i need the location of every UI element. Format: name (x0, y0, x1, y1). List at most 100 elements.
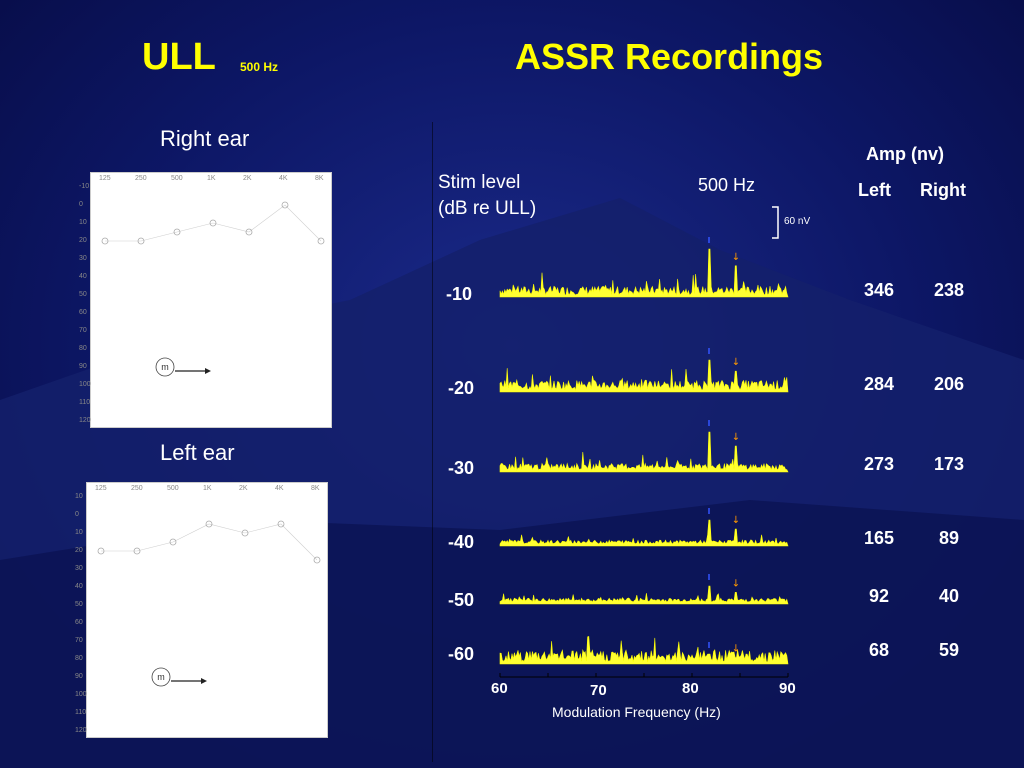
amp-right-value: 59 (938, 640, 960, 660)
stim-level-header: Stim level (dB re ULL) (438, 170, 536, 222)
right-ear-label: Right ear (160, 126, 250, 151)
right-ear-db-label: -10 (79, 183, 90, 190)
stim-level-label: -10 (446, 284, 473, 304)
x-tick-label: 70 (590, 682, 607, 699)
ull-title: ULL (142, 36, 216, 78)
stim-level-label: -20 (448, 378, 475, 398)
right-ear-db-label: 50 (79, 291, 87, 298)
left-ear-db-label: 80 (75, 655, 83, 662)
right-ear-db-label: 10 (79, 219, 87, 226)
right-ear-ull-marker-text: m (161, 362, 169, 372)
left-ear-threshold-point (313, 556, 321, 564)
left-ear-db-label: 40 (75, 583, 83, 590)
modulation-peak-arrow: ↓ (732, 432, 740, 443)
spectrum-trace (499, 635, 789, 665)
right-ear-threshold-plot: m (101, 201, 325, 377)
right-ear-db-label: 0 (79, 201, 83, 208)
right-ear-threshold-point (317, 237, 325, 245)
left-ear-db-label: 60 (75, 619, 83, 626)
amp-col-left: Left (858, 180, 891, 200)
right-ear-ull-arrow-head (205, 368, 211, 374)
left-ear-db-label: 70 (75, 637, 83, 644)
amp-right-value: 40 (938, 586, 960, 606)
left-ear-freq-label: 250 (131, 485, 143, 492)
amp-left-value: 68 (868, 640, 890, 660)
right-ear-db-label: 60 (79, 309, 87, 316)
left-ear-freq-label: 4K (275, 485, 284, 492)
amp-header: Amp (nv) (866, 144, 944, 164)
spectrum-trace (499, 585, 789, 605)
stim-level-header-line1: Stim level (438, 172, 521, 193)
left-ear-db-label: 100 (75, 691, 87, 698)
left-ear-freq-label: 1K (203, 485, 212, 492)
x-tick-label: 90 (779, 680, 796, 697)
right-ear-freq-label: 500 (171, 175, 183, 182)
right-ear-audiogram: 125 250 500 1K 2K 4K 8K -10 0 10 20 30 40 50 60 70 80 90 1… (79, 172, 332, 428)
right-ear-db-label: 110 (79, 399, 91, 406)
left-ear-threshold-line-outline (101, 523, 318, 561)
amp-right-value: 238 (933, 280, 965, 300)
modulation-peak-arrow: ↓ (732, 644, 740, 655)
left-ear-db-label: 0 (75, 511, 79, 518)
left-ear-threshold-plot: m (97, 520, 321, 687)
amp-left-value: 92 (868, 586, 890, 606)
amp-left-value: 273 (863, 454, 895, 474)
left-ear-freq-label: 8K (311, 485, 320, 492)
divider (432, 122, 433, 762)
right-ear-db-label: 90 (79, 363, 87, 370)
right-ear-freq-label: 125 (99, 175, 111, 182)
left-ear-db-label: 90 (75, 673, 83, 680)
amp-right-value: 89 (938, 528, 960, 548)
scale-bar (772, 206, 779, 239)
stimulus-frequency-header: 500 Hz (698, 175, 756, 195)
right-ear-threshold-point (173, 228, 181, 236)
right-ear-threshold-point (137, 237, 145, 245)
left-ear-ull-marker-text: m (157, 672, 165, 682)
assr-title: ASSR Recordings (515, 36, 824, 77)
right-ear-threshold-point (281, 201, 289, 209)
right-ear-freq-label: 4K (279, 175, 288, 182)
right-ear-db-label: 80 (79, 345, 87, 352)
stim-level-label: -60 (448, 644, 475, 664)
stim-level-label: -40 (448, 532, 475, 552)
amp-left-value: 346 (863, 280, 895, 300)
modulation-peak-arrow: ↓ (732, 578, 740, 589)
left-ear-db-label: 30 (75, 565, 83, 572)
right-ear-threshold-point (209, 219, 217, 227)
spectrum-trace (499, 248, 789, 298)
left-ear-label: Left ear (160, 440, 235, 465)
left-ear-threshold-point (97, 547, 105, 555)
right-ear-ull-marker (155, 357, 175, 377)
left-ear-threshold-point (169, 538, 177, 546)
right-ear-freq-label: 250 (135, 175, 147, 182)
amp-right-value: 173 (933, 454, 965, 474)
amp-left-value: 165 (863, 528, 895, 548)
amp-left-value: 284 (863, 374, 895, 394)
left-ear-ull-arrow-head (201, 678, 207, 684)
x-axis-label: Modulation Frequency (Hz) (552, 704, 721, 720)
left-ear-audiogram: 125 250 500 1K 2K 4K 8K 10 0 10 20 30 40 50 60 70 80 90 10… (75, 482, 328, 738)
modulation-peak-arrow: ↓ (732, 515, 740, 526)
left-ear-db-label: 20 (75, 547, 83, 554)
right-ear-freq-label: 2K (243, 175, 252, 182)
scale-bar-label: 60 nV (784, 216, 811, 227)
stim-level-label: -50 (448, 590, 475, 610)
spectrum-trace (499, 519, 789, 547)
right-ear-threshold-point (101, 237, 109, 245)
left-ear-threshold-point (205, 520, 213, 528)
modulation-peak-arrow: ↓ (732, 252, 740, 263)
right-ear-freq-label: 1K (207, 175, 216, 182)
stim-level-label: -30 (448, 458, 475, 478)
left-ear-threshold-point (277, 520, 285, 528)
left-ear-db-label: 10 (75, 493, 83, 500)
right-ear-db-label: 100 (79, 381, 91, 388)
right-ear-db-label: 120 (79, 417, 91, 424)
x-tick-label: 80 (682, 680, 699, 697)
left-ear-freq-label: 2K (239, 485, 248, 492)
left-ear-freq-label: 125 (95, 485, 107, 492)
right-ear-db-label: 30 (79, 255, 87, 262)
left-ear-threshold-point (241, 529, 249, 537)
x-tick-label: 60 (491, 680, 508, 697)
left-ear-db-label: 120 (75, 727, 87, 734)
